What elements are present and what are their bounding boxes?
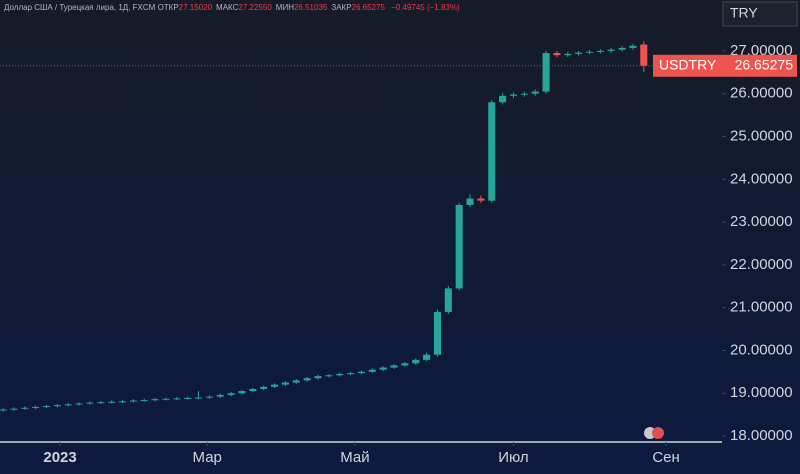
x-tick-label: Май [340,449,369,466]
candle-body [379,367,387,370]
candle-body [325,375,333,377]
candle-body [390,365,398,368]
stat-label: МАКС [216,3,239,12]
candle-body [260,386,268,389]
candle-body [216,394,224,397]
candle-body [520,93,528,95]
candle-body [542,53,550,92]
candle-body [238,391,246,394]
candle-body [271,384,279,387]
y-tick-label: 25.00000 [730,127,793,144]
candle-body [444,288,452,312]
candle-body [401,363,409,366]
candle-body [205,396,213,398]
stat-label: ЗАКР [331,3,352,12]
candle-body [347,373,355,375]
candle-body [140,400,148,402]
candle-body [32,406,40,408]
candle-body [466,198,474,205]
x-tick-label: 2023 [43,449,76,466]
y-tick-label: 23.00000 [730,213,793,230]
stat-value: 27.22550 [238,3,272,12]
currency: TRY [730,5,758,21]
candle-body [618,47,626,50]
candle-body [433,311,441,355]
candle-body [412,359,420,364]
stat-label: ОТКР [157,3,179,12]
candle-body [499,95,507,103]
y-tick-label: 27.00000 [730,42,793,59]
candle-body [368,369,376,372]
y-tick-label: 20.00000 [730,341,793,358]
stat-value: 26.65275 [351,3,385,12]
candle-body [357,371,365,374]
candle-body [509,94,518,96]
y-tick-label: 26.00000 [730,85,793,102]
candle-body [108,401,116,403]
stat-value: 27.15020 [178,3,213,12]
symbol-title: Доллар США / Турецкая лира, 1Д, FXCM [4,3,156,12]
y-tick-label: 18.00000 [730,427,793,444]
candle-body [64,404,72,406]
candle-body [281,382,289,385]
y-tick-label: 22.00000 [730,256,793,273]
candle-body [162,398,170,400]
candle-body [488,102,496,201]
candle-body [0,409,7,411]
change: −0.49745 (−1.83%) [391,3,460,12]
event-icon[interactable] [652,427,664,439]
candle-body [184,397,192,399]
x-tick-label: Мар [193,449,222,466]
candle-body [596,50,604,52]
y-tick-label: 19.00000 [730,384,793,401]
candle-body [194,397,203,399]
candle-body [10,408,18,410]
y-tick-label: 21.00000 [730,299,793,316]
candle-body [607,49,615,51]
candle-body [553,53,561,56]
currency-box[interactable] [722,1,798,27]
symbol-label: USDTRY [659,56,717,72]
candle-body [585,51,594,53]
stat-label: МИН [275,3,294,12]
candle-body [173,398,181,400]
legend-header: Доллар США / Турецкая лира, 1Д, FXCM ОТК… [4,3,464,12]
last-price-label: 26.65275 [735,56,794,72]
candle-body [249,388,257,392]
last-price-badge [653,54,797,77]
candle-body [86,402,94,404]
x-tick-label: Июл [498,449,528,466]
stat-value: 26.51035 [293,3,328,12]
candle-body [564,53,572,56]
candle-body [575,52,583,54]
candle-body [42,406,51,408]
candle-body [53,405,61,407]
candle-body [423,354,431,360]
candle-body [118,401,127,403]
candle-body [303,378,311,381]
candle-body [640,44,648,66]
candle-body [292,380,300,383]
candle-body [314,376,322,379]
candle-body [97,402,105,404]
candle-body [227,393,235,395]
x-tick-label: Сен [652,449,679,466]
y-tick-label: 24.00000 [730,170,793,187]
candle-body [336,373,344,376]
candle-body [75,403,83,405]
candle-body [477,198,485,201]
candle-body [531,91,539,94]
candle-body [151,399,159,401]
candle-body [455,204,463,289]
candle-body [629,45,637,48]
candle-body [21,407,29,409]
candle-body [129,400,137,402]
